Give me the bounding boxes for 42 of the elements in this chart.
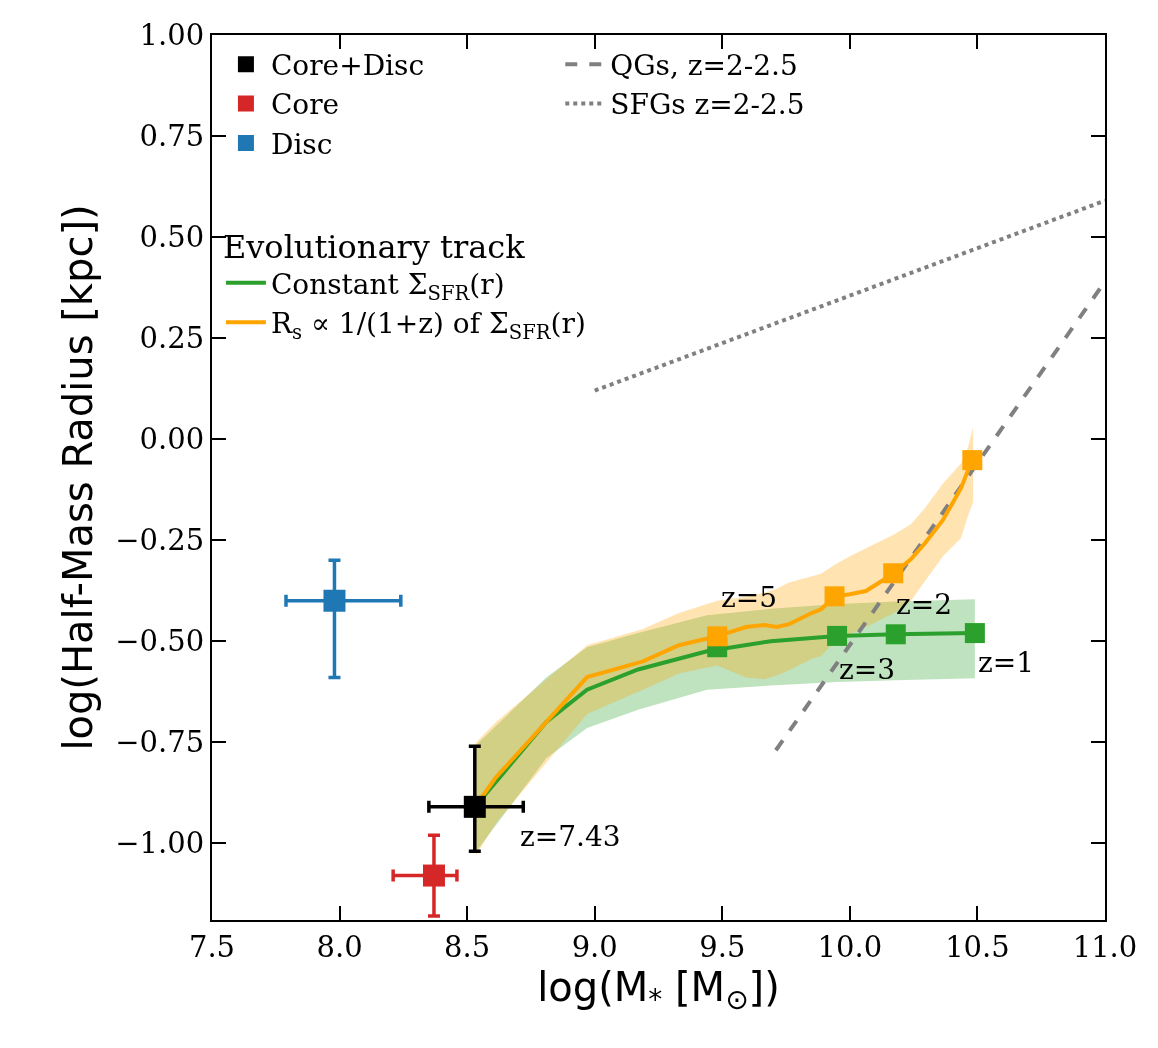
x-tick-label: 11.0 [1072,929,1138,964]
point [824,586,845,607]
x-tick-label: 8.5 [444,929,491,964]
y-tick-label: −0.75 [115,725,205,760]
legend-label: Core+Disc [270,49,425,83]
x-tick-label: 9.5 [699,929,746,964]
point [962,450,983,471]
annotation: z=5 [721,581,778,614]
x-tick-label: 10.5 [945,929,1010,964]
annotation: z=3 [839,653,896,686]
x-tick-label: 9.0 [571,929,618,964]
point [964,623,985,644]
y-tick-label: 0.00 [139,422,205,457]
y-tick-label: 0.75 [139,119,205,154]
y-tick-label: 0.50 [139,220,205,255]
y-tick-label: 1.00 [139,18,205,53]
y-tick-label: −0.25 [115,523,205,558]
y-tick-label: −1.00 [115,826,205,861]
x-tick-label: 10.0 [817,929,883,964]
legend-label: SFGs z=2-2.5 [610,88,805,122]
legend-label: Disc [270,127,333,161]
annotation: z=1 [978,646,1035,679]
x-tick-label: 8.0 [316,929,363,964]
y-tick-label: 0.25 [139,321,205,356]
legend-label: Core [270,88,340,122]
point [707,626,728,647]
legend-label: R$_{s}$ ∝ 1/(1+z) of Σ$_{SFR}$(r) [270,307,586,344]
annotation: z=2 [896,588,953,621]
y-axis-title: log(Half-Mass Radius [kpc]) [55,204,102,751]
point [323,589,346,612]
point [883,563,904,584]
point [463,795,486,818]
y-tick-label: −0.50 [115,624,205,659]
legend-label: QGs, z=2-2.5 [610,49,798,83]
legend-title: Evolutionary track [222,228,526,267]
legend-label: Constant Σ$_{SFR}$(r) [270,267,505,305]
point [885,624,906,645]
annotation: z=7.43 [520,820,621,853]
x-tick-label: 7.5 [188,929,236,964]
point [422,864,445,887]
point [827,625,848,646]
x-axis-title: log(M$_{*}$ [M$_{⊙}$]) [537,963,780,1017]
